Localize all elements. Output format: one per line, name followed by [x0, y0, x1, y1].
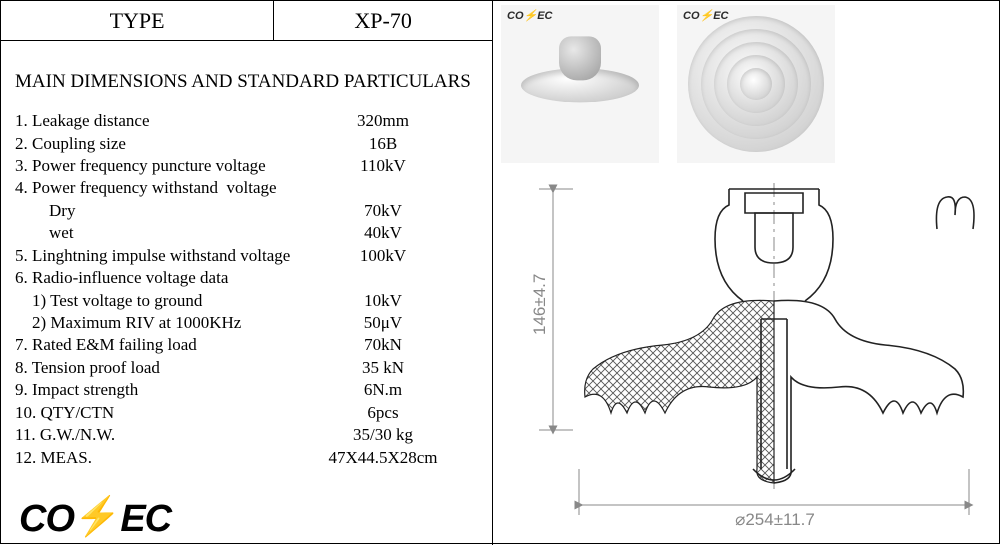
spec-label: 2) Maximum RIV at 1000KHz [15, 312, 313, 334]
spec-value: 110kV [313, 155, 453, 177]
spec-value: 35/30 kg [313, 424, 453, 446]
header-row: TYPE XP-70 [1, 1, 492, 41]
spec-row: 12. MEAS.47X44.5X28cm [15, 447, 484, 469]
spec-row: 11. G.W./N.W.35/30 kg [15, 424, 484, 446]
height-dimension: 146±4.7 [530, 274, 549, 335]
photo-side-view: CO⚡EC [501, 5, 659, 163]
spec-value [313, 177, 453, 199]
spec-row: 1. Leakage distance320mm [15, 110, 484, 132]
spec-row: 2) Maximum RIV at 1000KHz50μV [15, 312, 484, 334]
spec-row: 3. Power frequency puncture voltage110kV [15, 155, 484, 177]
spec-label: 10. QTY/CTN [15, 402, 313, 424]
diameter-dimension: ⌀254±11.7 [735, 510, 815, 529]
spec-row: 6. Radio-influence voltage data [15, 267, 484, 289]
brand-logo: CO⚡EC [19, 497, 171, 541]
spec-row: 9. Impact strength6N.m [15, 379, 484, 401]
spec-panel: TYPE XP-70 MAIN DIMENSIONS AND STANDARD … [1, 1, 493, 545]
spec-value [313, 267, 453, 289]
spec-row: 1) Test voltage to ground10kV [15, 290, 484, 312]
product-photos: CO⚡EC CO⚡EC [501, 5, 835, 163]
spec-row: 7. Rated E&M failing load70kN [15, 334, 484, 356]
spec-value: 6N.m [313, 379, 453, 401]
insulator-side-icon [521, 68, 639, 102]
logo-text-a: CO [19, 498, 74, 541]
spec-label: 4. Power frequency withstand voltage [15, 177, 313, 199]
logo-text-b: EC [120, 498, 171, 541]
spec-row: wet40kV [15, 222, 484, 244]
spec-label: wet [15, 222, 313, 244]
spec-label: 12. MEAS. [15, 447, 313, 469]
spec-row: 8. Tension proof load35 kN [15, 357, 484, 379]
spec-label: 3. Power frequency puncture voltage [15, 155, 313, 177]
photo-bottom-view: CO⚡EC [677, 5, 835, 163]
spec-label: 9. Impact strength [15, 379, 313, 401]
spec-row: 5. Linghtning impulse withstand voltage1… [15, 245, 484, 267]
spec-value: 320mm [313, 110, 453, 132]
technical-drawing: 146±4.7 ⌀254±11.7 [493, 169, 1000, 543]
photo-brand-1: CO⚡EC [507, 9, 552, 22]
spec-label: 7. Rated E&M failing load [15, 334, 313, 356]
spec-label: 6. Radio-influence voltage data [15, 267, 313, 289]
specs-block: MAIN DIMENSIONS AND STANDARD PARTICULARS… [1, 41, 492, 469]
spec-row: 2. Coupling size16B [15, 133, 484, 155]
spec-row: 4. Power frequency withstand voltage [15, 177, 484, 199]
spec-label: 11. G.W./N.W. [15, 424, 313, 446]
spec-label: 8. Tension proof load [15, 357, 313, 379]
spec-value: 100kV [313, 245, 453, 267]
insulator-bottom-icon [688, 16, 824, 152]
spec-label: 5. Linghtning impulse withstand voltage [15, 245, 313, 267]
spec-value: 35 kN [313, 357, 453, 379]
specs-title: MAIN DIMENSIONS AND STANDARD PARTICULARS [15, 69, 484, 94]
spec-label: 2. Coupling size [15, 133, 313, 155]
clip-icon [936, 197, 974, 229]
spec-label: 1) Test voltage to ground [15, 290, 313, 312]
spec-value: 70kV [313, 200, 453, 222]
header-type-label: TYPE [1, 1, 274, 40]
spec-value: 70kN [313, 334, 453, 356]
spec-value: 50μV [313, 312, 453, 334]
spec-row: 10. QTY/CTN6pcs [15, 402, 484, 424]
spec-list: 1. Leakage distance320mm2. Coupling size… [15, 110, 484, 469]
spec-value: 16B [313, 133, 453, 155]
spec-value: 40kV [313, 222, 453, 244]
spec-row: Dry70kV [15, 200, 484, 222]
spec-value: 47X44.5X28cm [313, 447, 453, 469]
spec-label: 1. Leakage distance [15, 110, 313, 132]
spec-label: Dry [15, 200, 313, 222]
visual-panel: CO⚡EC CO⚡EC 146±4.7 ⌀254±11 [493, 1, 1000, 545]
bolt-icon: ⚡ [74, 495, 120, 539]
spec-value: 6pcs [313, 402, 453, 424]
header-model: XP-70 [274, 1, 492, 40]
spec-value: 10kV [313, 290, 453, 312]
